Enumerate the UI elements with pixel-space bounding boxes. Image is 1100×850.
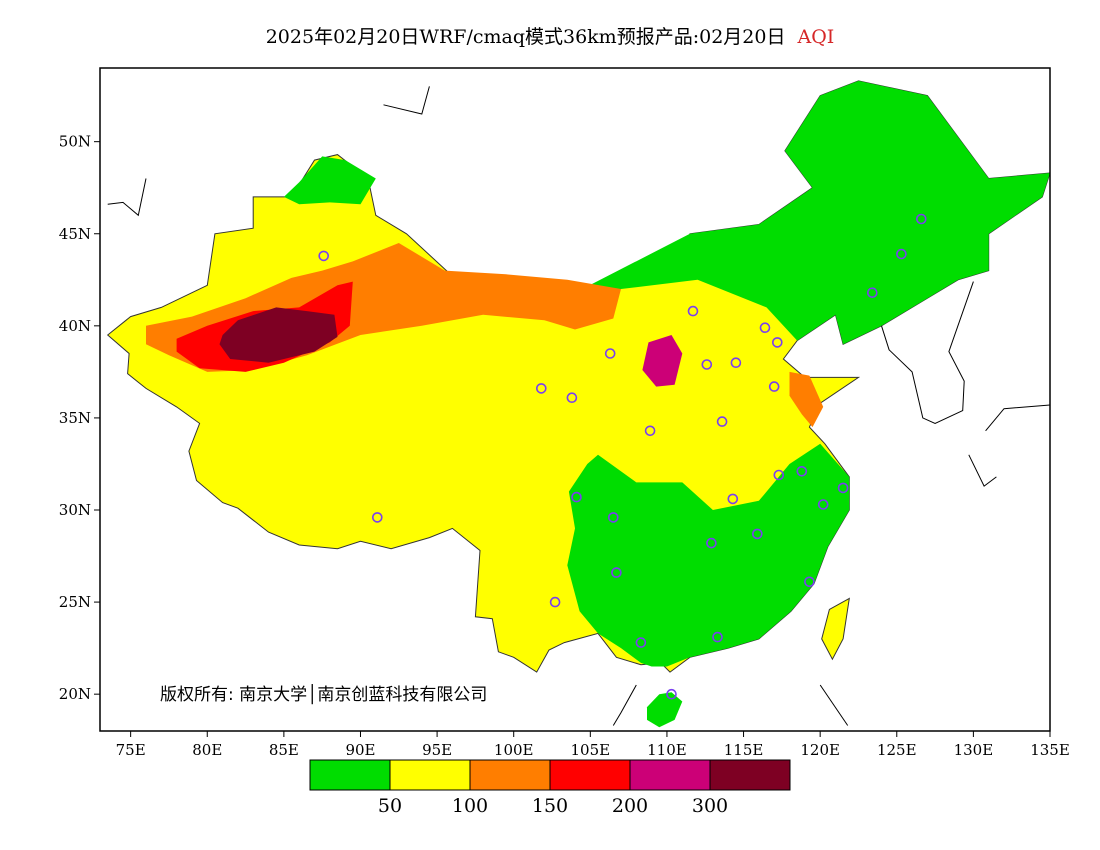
city-station-marker [817, 499, 829, 510]
colorbar-level-label: 300 [692, 795, 728, 817]
city-station-marker [915, 213, 927, 225]
city-station-marker [635, 637, 647, 648]
aqi-region [647, 692, 683, 728]
colorbar-swatch [309, 759, 391, 791]
title-main: 2025年02月20日WRF/cmaq模式36km预报产品:02月20日 [265, 26, 786, 48]
city-station-marker [712, 631, 723, 643]
city-station-marker [804, 576, 815, 588]
coastline [612, 684, 637, 726]
copyright-text: 版权所有: 南京大学│南京创蓝科技有限公司 [160, 685, 488, 705]
city-station-marker [768, 381, 780, 392]
lat-tick-label: 50N [59, 133, 91, 151]
colorbar-level-label: 100 [452, 795, 488, 817]
lat-tick-label: 40N [59, 317, 91, 335]
lon-tick-label: 95E [422, 741, 452, 759]
plot-frame [99, 67, 1051, 732]
city-station-marker [837, 482, 849, 494]
aqi-region [219, 307, 338, 363]
lon-tick-label: 105E [571, 741, 611, 759]
colorbar: 50 100 150 200 300 [309, 759, 791, 817]
colorbar-swatch [709, 759, 791, 791]
city-station-marker [896, 248, 907, 260]
title-variable: AQI [797, 26, 835, 48]
colorbar-level-label: 150 [532, 795, 568, 817]
city-station-marker [759, 322, 771, 334]
taiwan-field [821, 597, 850, 661]
coastline [881, 281, 974, 424]
city-station-marker [771, 337, 783, 348]
city-station-marker [666, 688, 677, 700]
lon-tick-label: 90E [345, 741, 375, 759]
city-station-marker [687, 305, 699, 317]
lat-tick-label: 45N [59, 225, 91, 243]
colorbar-level-label: 50 [378, 795, 402, 817]
city-station-marker [318, 250, 330, 262]
city-station-marker [796, 465, 808, 477]
coastline [383, 86, 430, 115]
lon-tick-label: 80E [192, 741, 222, 759]
coastline-layer [107, 86, 1050, 726]
lon-tick-label: 125E [877, 741, 917, 759]
aqi-region [575, 80, 1050, 345]
lat-tick-label: 35N [59, 409, 91, 427]
aqi-region [642, 335, 683, 387]
city-station-marker [371, 512, 383, 523]
city-station-marker [604, 348, 616, 359]
aqi-region [567, 443, 850, 667]
coastline [819, 684, 849, 726]
city-station-marker [727, 493, 739, 505]
city-station-marker [701, 359, 713, 370]
lon-tick-label: 130E [954, 741, 994, 759]
lon-tick-label: 110E [647, 741, 687, 759]
lat-tick-label: 25N [59, 593, 91, 611]
station-markers [318, 213, 927, 700]
lon-tick-label: 100E [494, 741, 534, 759]
city-station-marker [607, 512, 619, 523]
city-station-marker [571, 491, 582, 503]
city-station-marker [716, 416, 728, 427]
lon-tick-label: 85E [269, 741, 299, 759]
lon-tick-label: 115E [724, 741, 764, 759]
city-station-marker [535, 383, 547, 394]
city-station-marker [730, 357, 742, 369]
lat-tick-label: 30N [59, 501, 91, 519]
lon-tick-label: 120E [800, 741, 840, 759]
colorbar-swatch [469, 759, 551, 791]
aqi-region [789, 371, 824, 428]
city-station-marker [866, 287, 878, 299]
coastline [107, 178, 147, 217]
city-station-marker [773, 469, 785, 481]
city-station-marker [751, 528, 763, 540]
city-station-marker [611, 567, 622, 578]
aqi-region [283, 156, 376, 205]
city-station-marker [566, 392, 578, 404]
plot-area [106, 80, 1050, 728]
city-station-marker [549, 596, 561, 608]
lon-tick-label: 75E [116, 741, 146, 759]
colorbar-swatch [549, 759, 631, 791]
lat-tick-label: 20N [59, 685, 91, 703]
map-title: 2025年02月20日WRF/cmaq模式36km预报产品:02月20日 AQI [0, 22, 1100, 49]
city-station-marker [644, 425, 656, 437]
colorbar-swatch [389, 759, 471, 791]
city-station-marker [706, 537, 717, 549]
aqi-field-layer [106, 80, 1050, 728]
coastline [968, 454, 997, 487]
axis-ticks: 75E 80E 85E 90E 95E 100E 105E 110E 115E 120E 125E 1… [59, 133, 1070, 759]
lon-tick-label: 135E [1030, 741, 1070, 759]
colorbar-swatch [629, 759, 711, 791]
colorbar-level-label: 200 [612, 795, 648, 817]
coastline [985, 404, 1050, 432]
